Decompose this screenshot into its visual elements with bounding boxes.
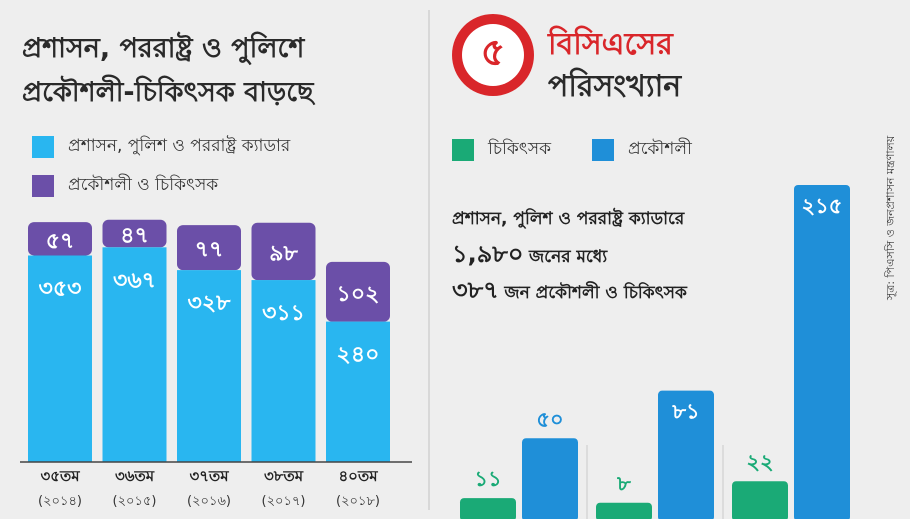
bar-label-cadre: ৩৫৩ xyxy=(39,276,82,301)
left-panel: প্রশাসন, পররাষ্ট্র ও পুলিশে প্রকৌশলী-চিক… xyxy=(0,0,430,519)
x-tick-label: ৩৭তম xyxy=(189,467,229,485)
x-tick-label: ৩৮তম xyxy=(264,467,304,485)
bar-label-engineer-doctor: ৫৭ xyxy=(46,229,75,254)
x-tick-year: (২০১৫) xyxy=(113,494,157,509)
bar-doctor xyxy=(460,498,516,519)
x-tick-year: (২০১৬) xyxy=(187,494,231,509)
bar-label-doctor: ১১ xyxy=(474,467,501,491)
bar-engineer-doctor xyxy=(177,225,241,271)
bar-label-engineer: ৮১ xyxy=(671,400,699,424)
left-title-line1: প্রশাসন, পররাষ্ট্র ও পুলিশে xyxy=(22,33,305,64)
x-tick-label: ৩৬তম xyxy=(115,467,155,485)
bar-engineer xyxy=(522,438,578,519)
bar-engineer-doctor xyxy=(251,222,316,281)
stat-total-text: জনের মধ্যে xyxy=(529,247,608,267)
bar-label-engineer-doctor: ৪৭ xyxy=(120,224,149,249)
x-tick-year: (২০১৭) xyxy=(262,494,306,509)
left-legend-item-engineer-doctor: প্রকৌশলী ও চিকিৎসক xyxy=(32,172,218,200)
legend-swatch-engineer-doctor xyxy=(32,175,54,197)
stat-specialist-number: ৩৮৭ xyxy=(452,276,499,304)
bar-label-cadre: ৩৬৭ xyxy=(113,268,156,293)
left-stacked-bar-chart: ৫৭ ৩৫৩ ৩৫তম (২০১৪) ৪৭ ৩৬৭ ৩৬তম (২০১৫) ৭৭ ৩২৮ ৩৭তম (… xyxy=(20,219,412,509)
legend-label-engineer-doctor: প্রকৌশলী ও চিকিৎসক xyxy=(68,175,219,195)
legend-swatch-doctor xyxy=(452,139,474,161)
left-legend-item-cadre: প্রশাসন, পুলিশ ও পররাষ্ট্র ক্যাডার xyxy=(32,133,290,161)
stat-total-number: ১,৯৮০ xyxy=(452,240,524,268)
legend-label-cadre: প্রশাসন, পুলিশ ও পররাষ্ট্র ক্যাডার xyxy=(68,136,291,156)
stat-line2: ১,৯৮০ জনের মধ্যে xyxy=(452,236,607,276)
right-panel: ৫ বিসিএসের পরিসংখ্যান চিকিৎসক প্রকৌশলী প… xyxy=(430,0,910,519)
stat-line1: প্রশাসন, পুলিশ ও পররাষ্ট্র ক্যাডারে xyxy=(452,209,685,229)
bar-cadre xyxy=(251,280,316,462)
legend-label-engineer: প্রকৌশলী xyxy=(628,139,692,159)
right-title-line2: পরিসংখ্যান xyxy=(548,69,682,104)
right-legend-item-doctor: চিকিৎসক xyxy=(452,136,551,164)
bar-cadre xyxy=(28,255,92,462)
bar-doctor xyxy=(732,481,788,519)
bar-label-engineer-doctor: ৭৭ xyxy=(195,238,224,263)
bar-engineer-doctor xyxy=(28,222,92,256)
bar-label-engineer-doctor: ৯৮ xyxy=(269,241,298,266)
x-tick-year: (২০১৮) xyxy=(336,494,380,509)
bar-label-cadre: ৩১১ xyxy=(262,301,305,326)
bar-label-cadre: ২৪০ xyxy=(337,343,380,368)
legend-swatch-engineer xyxy=(592,139,614,161)
bar-label-doctor: ২২ xyxy=(746,450,773,474)
bar-cadre xyxy=(326,321,390,462)
logo-number: ৫ xyxy=(462,24,524,86)
bar-engineer-doctor xyxy=(102,219,167,248)
bcs-logo: ৫ xyxy=(452,14,534,96)
stat-line3: ৩৮৭ জন প্রকৌশলী ও চিকিৎসক xyxy=(452,272,687,312)
stat-specialist-text: জন প্রকৌশলী ও চিকিৎসক xyxy=(504,283,687,303)
bar-label-doctor: ৮ xyxy=(616,472,631,496)
bar-cadre xyxy=(102,247,167,462)
x-tick-year: (২০১৪) xyxy=(38,494,82,509)
x-tick-label: ৩৫তম xyxy=(40,467,80,485)
bar-cadre xyxy=(177,270,241,462)
bar-label-cadre: ৩২৮ xyxy=(188,291,232,316)
right-title-line1: বিসিএসের xyxy=(548,27,673,62)
source-note: সূত্র: পিএসসি ও জনপ্রশাসন মন্ত্রণালয় xyxy=(884,135,897,300)
right-grouped-bar-chart: ১১ ৫০ ৮ ৮১ ২২ ২১৫ xyxy=(460,184,850,519)
panel-divider xyxy=(428,10,430,510)
bar-doctor xyxy=(596,502,652,519)
bar-label-engineer: ২১৫ xyxy=(802,194,843,218)
legend-label-doctor: চিকিৎসক xyxy=(488,139,552,159)
bar-engineer xyxy=(794,184,850,519)
left-title-line2: প্রকৌশলী-চিকিৎসক বাড়ছে xyxy=(22,77,314,108)
bar-engineer xyxy=(658,390,714,519)
x-tick-label: ৪০তম xyxy=(338,467,378,485)
right-legend-item-engineer: প্রকৌশলী xyxy=(592,136,692,164)
bar-label-engineer: ৫০ xyxy=(536,407,563,431)
bar-label-engineer-doctor: ১০২ xyxy=(337,282,380,307)
bar-engineer-doctor xyxy=(326,261,390,322)
legend-swatch-cadre xyxy=(32,136,54,158)
